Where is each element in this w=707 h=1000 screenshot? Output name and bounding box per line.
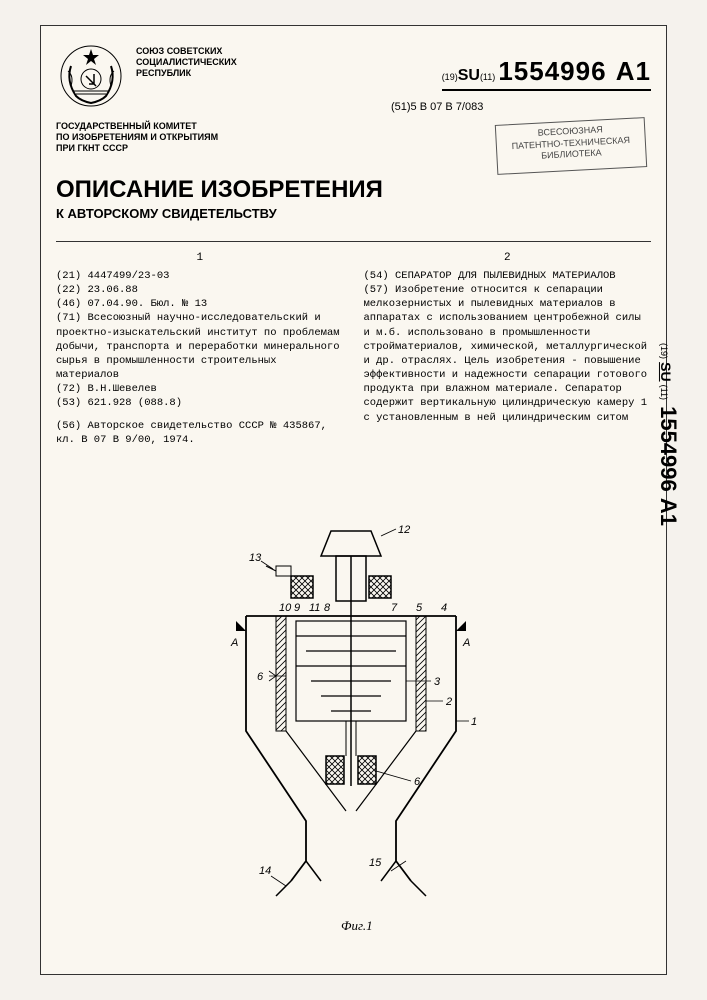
col2-num: 2 [364, 251, 652, 266]
divider-line [56, 241, 651, 242]
field-54: (54) СЕПАРАТОР ДЛЯ ПЫЛЕВИДНЫХ МАТЕРИАЛОВ [364, 269, 652, 283]
field-57: (57) Изобретение относится к сепарации м… [364, 283, 652, 425]
svg-text:6: 6 [414, 776, 421, 788]
svg-text:11: 11 [309, 602, 320, 614]
svg-text:6: 6 [257, 671, 264, 683]
svg-text:9: 9 [294, 602, 300, 614]
field-22: (22) 23.06.88 [56, 283, 344, 297]
committee-line2: ПО ИЗОБРЕТЕНИЯМ И ОТКРЫТИЯМ [56, 132, 218, 143]
field-46: (46) 07.04.90. Бюл. № 13 [56, 297, 344, 311]
ussr-emblem [56, 41, 126, 111]
svg-text:8: 8 [324, 602, 331, 614]
field-71: (71) Всесоюзный научно-исследовательский… [56, 311, 344, 382]
pub-prefix-11: (11) [480, 72, 495, 82]
svg-text:7: 7 [391, 602, 398, 614]
svg-text:А: А [230, 637, 238, 649]
publication-number: (19)SU(11) 1554996 A1 [442, 56, 651, 91]
union-text: СОЮЗ СОВЕТСКИХ СОЦИАЛИСТИЧЕСКИХ РЕСПУБЛИ… [136, 46, 237, 78]
svg-text:3: 3 [434, 676, 441, 688]
field-53: (53) 621.928 (088.8) [56, 396, 344, 410]
svg-text:10: 10 [279, 602, 292, 614]
ipc-code: (51)5 В 07 В 7/083 [391, 101, 483, 113]
committee-text: ГОСУДАРСТВЕННЫЙ КОМИТЕТ ПО ИЗОБРЕТЕНИЯМ … [56, 121, 218, 153]
title-sub: К АВТОРСКОМУ СВИДЕТЕЛЬСТВУ [56, 206, 277, 221]
col1-num: 1 [56, 251, 344, 266]
field-56: (56) Авторское свидетельство СССР № 4358… [56, 419, 344, 447]
column-1: 1 (21) 4447499/23-03 (22) 23.06.88 (46) … [56, 251, 344, 447]
field-21: (21) 4447499/23-03 [56, 269, 344, 283]
union-line2: СОЦИАЛИСТИЧЕСКИХ [136, 57, 237, 68]
union-line3: РЕСПУБЛИК [136, 68, 237, 79]
svg-text:1: 1 [471, 716, 477, 728]
pub-su: SU [458, 67, 480, 84]
pub-num: 1554996 [498, 56, 606, 86]
svg-text:13: 13 [249, 552, 262, 564]
pub-suffix: A1 [616, 56, 651, 86]
side-prefix-11: (11) [659, 385, 669, 400]
union-line1: СОЮЗ СОВЕТСКИХ [136, 46, 237, 57]
svg-text:4: 4 [441, 602, 447, 614]
field-72: (72) В.Н.Шевелев [56, 382, 344, 396]
side-num: 1554996 [656, 406, 681, 492]
svg-text:14: 14 [259, 865, 271, 877]
svg-text:5: 5 [416, 602, 423, 614]
figure-1: А А [191, 521, 511, 901]
body-columns: 1 (21) 4447499/23-03 (22) 23.06.88 (46) … [56, 251, 651, 447]
svg-text:12: 12 [398, 524, 410, 536]
library-stamp: ВСЕСОЮЗНАЯ ПАТЕНТНО-ТЕХНИЧЕСКАЯ БИБЛИОТЕ… [495, 117, 647, 175]
side-su: SU [658, 362, 674, 381]
svg-text:А: А [462, 637, 470, 649]
figure-label: Фиг.1 [341, 918, 373, 934]
pub-prefix-19: (19) [442, 72, 458, 82]
column-2: 2 (54) СЕПАРАТОР ДЛЯ ПЫЛЕВИДНЫХ МАТЕРИАЛ… [364, 251, 652, 447]
side-prefix-19: (19) [659, 343, 669, 359]
svg-text:15: 15 [369, 857, 382, 869]
committee-line1: ГОСУДАРСТВЕННЫЙ КОМИТЕТ [56, 121, 218, 132]
title-main: ОПИСАНИЕ ИЗОБРЕТЕНИЯ [56, 176, 383, 204]
side-publication-number: (19) SU (11) 1554996 A1 [655, 343, 681, 526]
side-suffix: A1 [656, 498, 681, 526]
committee-line3: ПРИ ГКНТ СССР [56, 143, 218, 154]
svg-text:2: 2 [445, 696, 452, 708]
